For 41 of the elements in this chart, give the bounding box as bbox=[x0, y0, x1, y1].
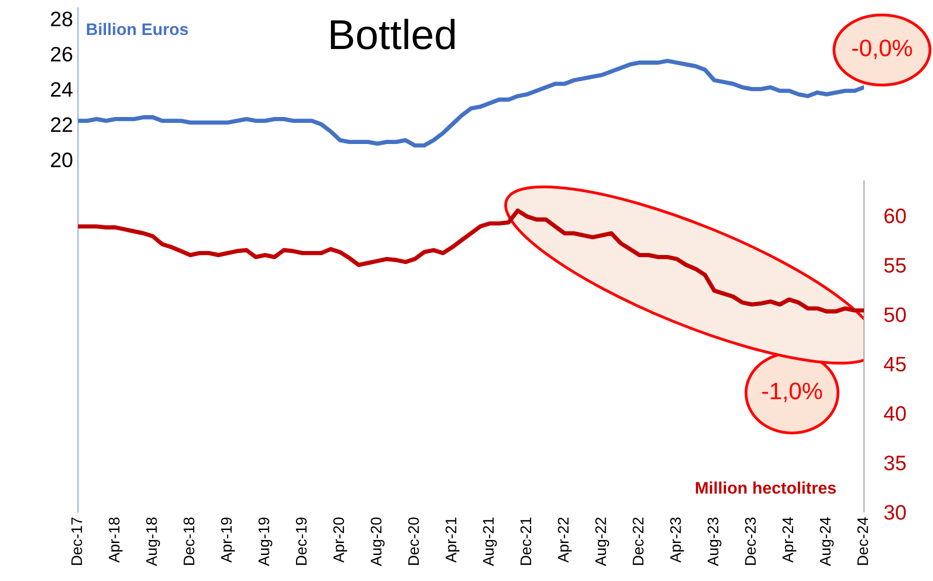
y-tick-label: 22 bbox=[51, 117, 72, 132]
y-tick-label: 28 bbox=[51, 12, 72, 26]
x-tick-label: Aug-22 bbox=[595, 518, 610, 566]
y-tick-label: 24 bbox=[51, 82, 73, 97]
x-tick-label: Aug-21 bbox=[482, 518, 497, 566]
x-tick-label: Aug-20 bbox=[370, 517, 385, 566]
y-tick-label: 26 bbox=[51, 46, 72, 62]
x-tick-label: Apr-22 bbox=[558, 518, 572, 563]
x-tick-label: Aug-24 bbox=[820, 517, 834, 566]
y2-axis-title: Million hectolitres bbox=[696, 482, 836, 494]
annotation: -1,0% bbox=[762, 382, 822, 402]
line-series bbox=[78, 58, 864, 148]
x-tick-label: Apr-24 bbox=[782, 517, 796, 563]
y2-tick-label: 40 bbox=[884, 406, 906, 421]
x-tick-label: Apr-19 bbox=[220, 518, 235, 563]
annotation: -0,0% bbox=[852, 40, 912, 60]
x-tick-label: Dec-24 bbox=[857, 517, 868, 565]
x-tick-label: Aug-19 bbox=[258, 518, 272, 566]
x-tick-label: Dec-20 bbox=[408, 517, 419, 565]
y2-tick-label: 50 bbox=[884, 307, 906, 322]
x-tick-label: Dec-17 bbox=[71, 518, 82, 565]
x-tick-label: Apr-23 bbox=[670, 518, 684, 563]
x-tick-label: Dec-22 bbox=[632, 518, 644, 565]
y-axis-title: Billion Euros bbox=[86, 22, 188, 36]
chart-title: Bottled bbox=[330, 18, 455, 50]
y2-tick-label: 55 bbox=[884, 258, 906, 273]
line-series bbox=[78, 208, 864, 314]
y2-tick-label: 30 bbox=[884, 505, 906, 520]
x-tick-label: Apr-18 bbox=[108, 518, 123, 563]
x-tick-label: Dec-23 bbox=[744, 518, 756, 565]
y2-tick-label: 60 bbox=[884, 208, 906, 224]
y-tick-label: 20 bbox=[51, 152, 72, 168]
x-tick-label: Aug-18 bbox=[146, 518, 160, 566]
x-tick-label: Apr-20 bbox=[333, 517, 348, 563]
x-tick-label: Aug-23 bbox=[708, 518, 722, 566]
y2-tick-label: 35 bbox=[884, 456, 906, 470]
y2-tick-label: 45 bbox=[884, 356, 906, 372]
x-tick-label: Dec-21 bbox=[520, 518, 532, 565]
x-tick-label: Apr-21 bbox=[446, 518, 460, 563]
x-tick-label: Dec-18 bbox=[184, 518, 194, 565]
x-tick-label: Dec-19 bbox=[296, 518, 307, 565]
